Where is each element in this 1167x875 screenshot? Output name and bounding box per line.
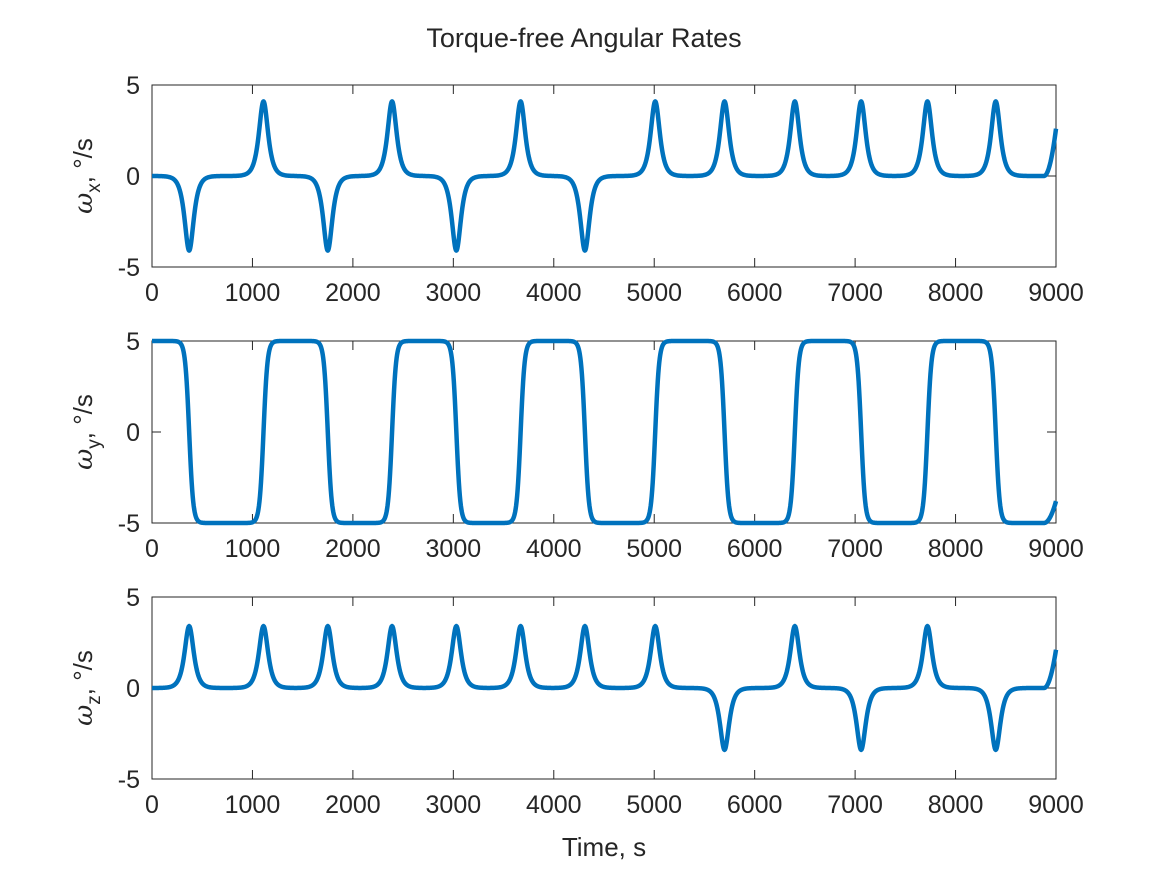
y-tick-label: 5 (126, 584, 140, 612)
y-axis-label-unit: , °/s (68, 138, 98, 183)
x-tick-label: 5000 (626, 279, 682, 307)
subplot-omega-y: 0 1000 2000 3000 4000 5000 6000 7000 8000 9000-50… (68, 328, 1084, 563)
subplot-omega-z: 0 1000 2000 3000 4000 5000 6000 7000 8000 9000-50… (68, 584, 1084, 862)
x-tick-label: 9000 (1028, 791, 1084, 819)
y-axis-label-unit: , °/s (68, 394, 98, 439)
series-line-omega-x (150, 99, 1059, 253)
x-tick-label: 5000 (626, 535, 682, 563)
x-tick-label: 2000 (325, 791, 381, 819)
y-axis-label-symbol: ω (69, 193, 99, 214)
x-tick-label: 1000 (225, 791, 281, 819)
y-tick-label: -5 (118, 254, 140, 282)
x-axis-label: Time, s (562, 832, 646, 862)
x-tick-label: 4000 (526, 791, 582, 819)
subplot-container: 0 1000 2000 3000 4000 5000 6000 7000 8000 9000-50… (68, 72, 1084, 862)
y-tick-label: 5 (126, 72, 140, 100)
y-tick-label: 0 (126, 419, 140, 447)
x-tick-label: 9000 (1028, 279, 1084, 307)
x-tick-label: 4000 (526, 535, 582, 563)
x-tick-label: 2000 (325, 535, 381, 563)
y-axis-label-symbol: ω (69, 449, 99, 470)
y-tick-label: 5 (126, 328, 140, 356)
x-tick-label: 8000 (928, 279, 984, 307)
x-tick-label: 7000 (827, 535, 883, 563)
x-tick-label: 3000 (426, 279, 482, 307)
x-tick-label: 3000 (426, 535, 482, 563)
y-axis-label-subscript: z (84, 695, 105, 705)
x-tick-label: 8000 (928, 791, 984, 819)
y-tick-label: 0 (126, 675, 140, 703)
subplot-omega-x: 0 1000 2000 3000 4000 5000 6000 7000 8000 9000-50… (68, 72, 1084, 307)
y-tick-label: -5 (118, 766, 140, 794)
x-tick-label: 2000 (325, 279, 381, 307)
y-axis-label: ωy, °/s (68, 394, 105, 470)
x-tick-label: 0 (145, 535, 159, 563)
x-tick-label: 0 (145, 279, 159, 307)
x-tick-label: 0 (145, 791, 159, 819)
y-axis-label-subscript: x (84, 183, 105, 193)
y-axis-label: ωx, °/s (68, 138, 105, 214)
x-tick-label: 1000 (225, 279, 281, 307)
y-tick-label: -5 (118, 510, 140, 538)
y-axis-label: ωz, °/s (68, 650, 105, 726)
x-tick-label: 6000 (727, 279, 783, 307)
figure-title: Torque-free Angular Rates (426, 23, 741, 53)
y-axis-label-subscript: y (84, 439, 105, 449)
x-tick-label: 4000 (526, 279, 582, 307)
y-axis-label-symbol: ω (69, 705, 99, 726)
x-tick-label: 6000 (727, 791, 783, 819)
x-tick-label: 5000 (626, 791, 682, 819)
x-tick-label: 3000 (426, 791, 482, 819)
series-line-omega-z (150, 623, 1059, 753)
x-tick-label: 8000 (928, 535, 984, 563)
x-tick-label: 7000 (827, 279, 883, 307)
x-tick-label: 9000 (1028, 535, 1084, 563)
y-axis-label-unit: , °/s (68, 650, 98, 695)
series-line-omega-y (150, 338, 1059, 526)
x-tick-label: 7000 (827, 791, 883, 819)
x-tick-label: 1000 (225, 535, 281, 563)
x-tick-label: 6000 (727, 535, 783, 563)
y-tick-label: 0 (126, 163, 140, 191)
